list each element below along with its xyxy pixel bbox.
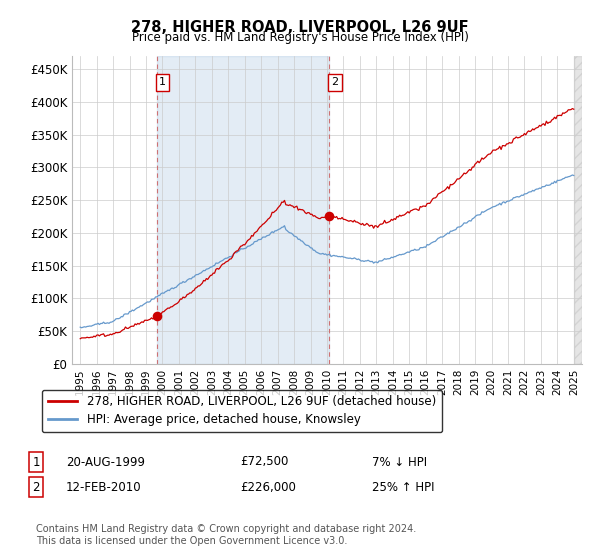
- Text: Contains HM Land Registry data © Crown copyright and database right 2024.
This d: Contains HM Land Registry data © Crown c…: [36, 524, 416, 546]
- Text: 12-FEB-2010: 12-FEB-2010: [66, 480, 142, 494]
- Bar: [157, 56, 329, 364]
- Text: 1: 1: [159, 77, 166, 87]
- Text: 20-AUG-1999: 20-AUG-1999: [66, 455, 145, 469]
- Text: £72,500: £72,500: [240, 455, 289, 469]
- Text: Price paid vs. HM Land Registry's House Price Index (HPI): Price paid vs. HM Land Registry's House …: [131, 31, 469, 44]
- Text: 2: 2: [32, 480, 40, 494]
- Text: 7% ↓ HPI: 7% ↓ HPI: [372, 455, 427, 469]
- Bar: [574, 56, 582, 364]
- Point: [152, 312, 161, 321]
- Text: 278, HIGHER ROAD, LIVERPOOL, L26 9UF: 278, HIGHER ROAD, LIVERPOOL, L26 9UF: [131, 20, 469, 35]
- Point: [324, 212, 334, 221]
- Text: 25% ↑ HPI: 25% ↑ HPI: [372, 480, 434, 494]
- Text: £226,000: £226,000: [240, 480, 296, 494]
- Text: 2: 2: [331, 77, 338, 87]
- Text: 1: 1: [32, 455, 40, 469]
- Legend: 278, HIGHER ROAD, LIVERPOOL, L26 9UF (detached house), HPI: Average price, detac: 278, HIGHER ROAD, LIVERPOOL, L26 9UF (de…: [42, 390, 442, 432]
